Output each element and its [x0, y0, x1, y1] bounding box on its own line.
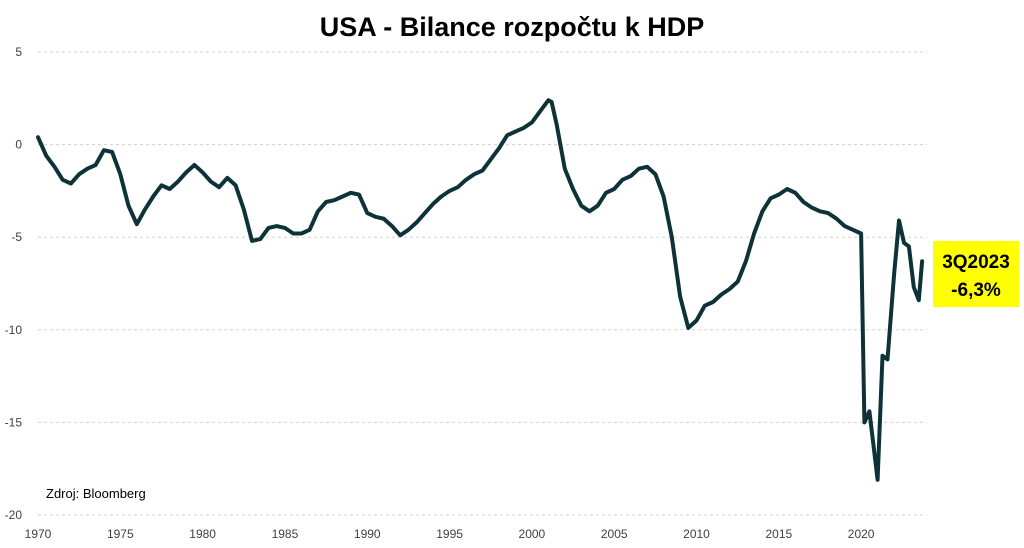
x-tick-label: 2010: [683, 527, 710, 541]
y-tick-label: -5: [11, 230, 22, 244]
callout-box: [933, 241, 1019, 307]
y-tick-label: 5: [15, 45, 22, 59]
x-tick-label: 1980: [189, 527, 216, 541]
x-tick-label: 1975: [107, 527, 134, 541]
x-tick-label: 2000: [519, 527, 546, 541]
gridlines: [38, 51, 927, 516]
x-tick-label: 1990: [354, 527, 381, 541]
x-axis-ticks: 1970 1975 1980 1985 1990 1995 2000 2005 2010 2015…: [25, 527, 875, 541]
x-tick-label: 1995: [436, 527, 463, 541]
y-tick-label: -15: [5, 415, 23, 429]
callout-period: 3Q2023: [942, 252, 1010, 273]
y-tick-label: -20: [5, 508, 23, 522]
x-tick-label: 2005: [601, 527, 628, 541]
latest-value-callout: 3Q2023 -6,3%: [933, 241, 1019, 307]
x-tick-label: 2015: [765, 527, 792, 541]
chart-title: USA - Bilance rozpočtu k HDP: [320, 12, 705, 42]
budget-balance-line: [36, 98, 925, 482]
x-tick-label: 1985: [272, 527, 299, 541]
x-tick-label: 1970: [25, 527, 52, 541]
y-axis-ticks: 5 0 -5 -10 -15 -20: [5, 45, 23, 522]
source-note: Zdroj: Bloomberg: [46, 486, 146, 501]
x-tick-label: 2020: [848, 527, 875, 541]
y-tick-label: 0: [15, 138, 22, 152]
y-tick-label: -10: [5, 323, 23, 337]
callout-value: -6,3%: [951, 280, 1001, 301]
